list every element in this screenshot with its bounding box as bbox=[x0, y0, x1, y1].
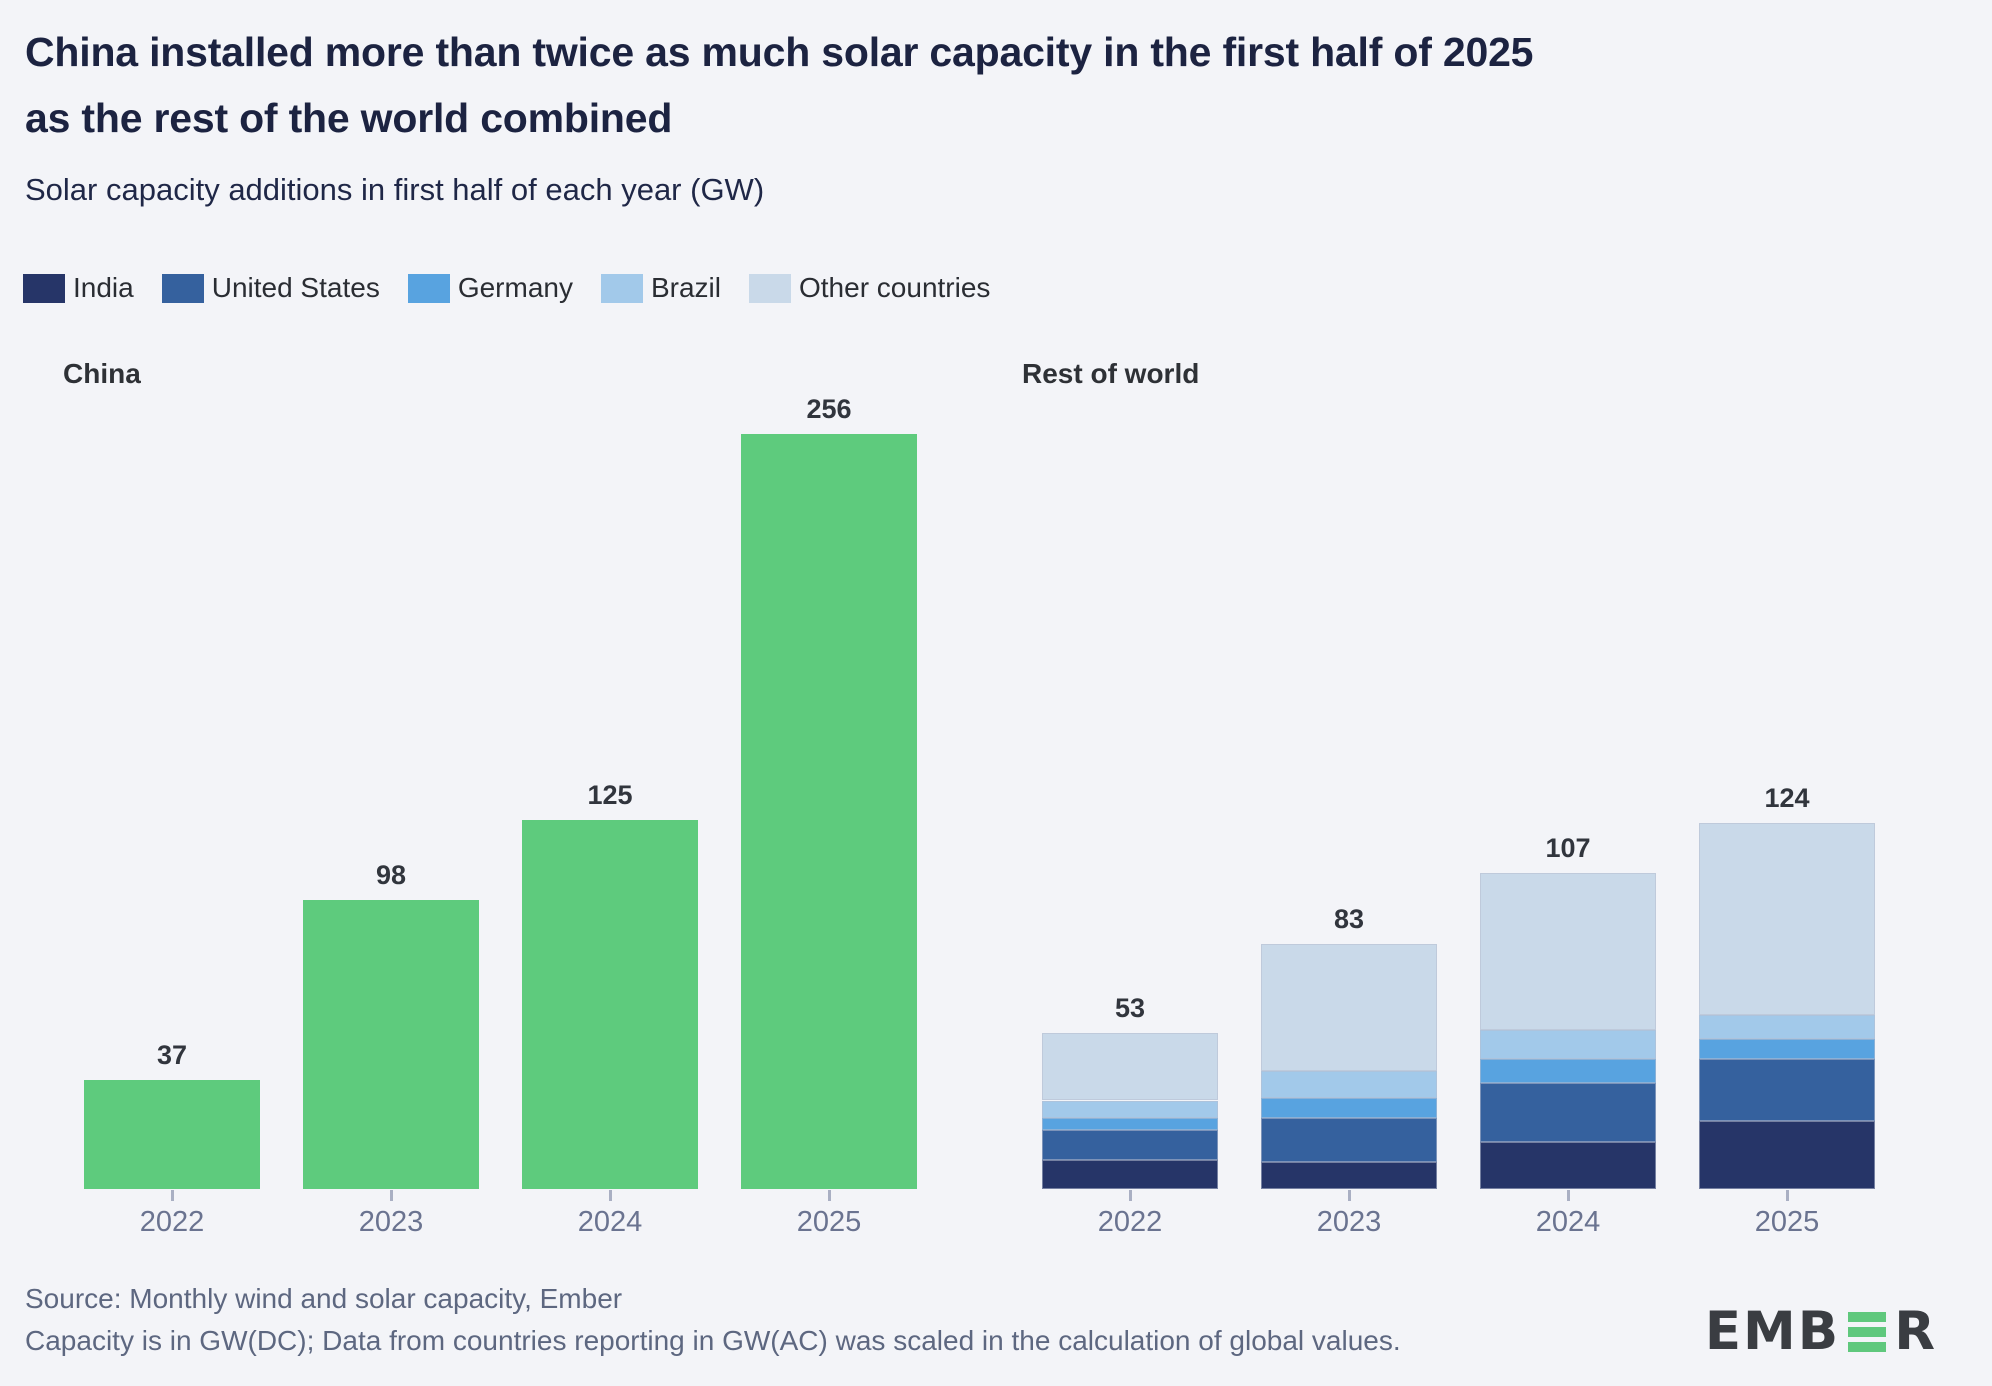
value-label-china-2025: 256 bbox=[806, 393, 852, 424]
bar-segment-india-2025 bbox=[1699, 1121, 1875, 1189]
value-label-rest-of-world-2025: 124 bbox=[1764, 783, 1810, 814]
axis-tick-china-2025 bbox=[827, 1190, 831, 1201]
value-label-china-2023: 98 bbox=[375, 859, 407, 890]
legend-swatch-icon bbox=[161, 273, 204, 303]
bar-segment-other-countries-2024 bbox=[1480, 873, 1656, 1030]
bar-segment-brazil-2025 bbox=[1699, 1014, 1875, 1039]
bar-segment-india-2022 bbox=[1042, 1159, 1218, 1189]
ember-logo: EMB R bbox=[1704, 1301, 1937, 1362]
year-label-china-2022: 2022 bbox=[139, 1206, 205, 1238]
legend-label: Germany bbox=[457, 272, 573, 303]
bar-segment-germany-2023 bbox=[1261, 1097, 1437, 1119]
bar-segment-germany-2025 bbox=[1699, 1038, 1875, 1060]
legend-item-india: India bbox=[23, 272, 134, 304]
bar-segment-brazil-2023 bbox=[1261, 1071, 1437, 1098]
bar-china-2022 bbox=[84, 1079, 260, 1189]
legend-item-united-states: United States bbox=[161, 272, 380, 304]
ember-logo-text-emb: EMB bbox=[1704, 1301, 1841, 1362]
legend-swatch-icon bbox=[600, 273, 643, 303]
chart-subtitle: Solar capacity additions in first half o… bbox=[25, 172, 765, 207]
year-label-rest-of-world-2022: 2022 bbox=[1097, 1206, 1163, 1238]
axis-tick-rest-of-world-2022 bbox=[1128, 1190, 1132, 1201]
source-line-1: Source: Monthly wind and solar capacity,… bbox=[25, 1283, 623, 1314]
bar-segment-united-states-2024 bbox=[1480, 1082, 1656, 1142]
year-label-china-2023: 2023 bbox=[358, 1206, 424, 1238]
source-line-2: Capacity is in GW(DC); Data from countri… bbox=[25, 1325, 1401, 1356]
year-label-china-2024: 2024 bbox=[577, 1206, 643, 1238]
bar-china-2025 bbox=[741, 433, 917, 1189]
bar-segment-india-2023 bbox=[1261, 1162, 1437, 1189]
panel-label-china: China bbox=[63, 358, 141, 389]
axis-tick-china-2023 bbox=[389, 1190, 393, 1201]
bar-segment-other-countries-2023 bbox=[1261, 944, 1437, 1071]
axis-tick-rest-of-world-2024 bbox=[1566, 1190, 1570, 1201]
panel-label-rest-of-world: Rest of world bbox=[1022, 358, 1200, 389]
legend-swatch-icon bbox=[749, 273, 791, 303]
legend-swatch-icon bbox=[23, 273, 65, 303]
legend-label: Other countries bbox=[799, 272, 991, 303]
value-label-rest-of-world-2023: 83 bbox=[1333, 904, 1365, 935]
year-label-rest-of-world-2023: 2023 bbox=[1316, 1206, 1382, 1238]
bar-segment-other-countries-2025 bbox=[1699, 823, 1875, 1015]
axis-tick-china-2022 bbox=[170, 1190, 174, 1201]
axis-tick-rest-of-world-2025 bbox=[1785, 1190, 1789, 1201]
year-label-rest-of-world-2025: 2025 bbox=[1754, 1206, 1820, 1238]
bar-segment-brazil-2022 bbox=[1042, 1100, 1218, 1119]
chart-title: China installed more than twice as much … bbox=[25, 29, 1534, 141]
legend-swatch-icon bbox=[407, 273, 450, 303]
legend: India United States Germany Brazil Other cou… bbox=[23, 272, 990, 304]
legend-label: United States bbox=[211, 272, 380, 303]
bar-segment-united-states-2023 bbox=[1261, 1118, 1437, 1163]
value-label-rest-of-world-2022: 53 bbox=[1114, 992, 1146, 1023]
legend-item-other-countries: Other countries bbox=[749, 272, 990, 304]
legend-label: Brazil bbox=[650, 272, 721, 303]
bar-segment-united-states-2022 bbox=[1042, 1130, 1218, 1160]
bar-segment-germany-2024 bbox=[1480, 1059, 1656, 1083]
value-label-china-2024: 125 bbox=[587, 780, 633, 811]
axis-tick-china-2024 bbox=[608, 1190, 612, 1201]
bar-segment-other-countries-2022 bbox=[1042, 1032, 1218, 1101]
ember-logo-green-e-icon bbox=[1848, 1312, 1887, 1352]
legend-item-brazil: Brazil bbox=[600, 272, 721, 304]
year-label-rest-of-world-2024: 2024 bbox=[1535, 1206, 1601, 1238]
ember-logo-text-r: R bbox=[1894, 1301, 1937, 1362]
axis-tick-rest-of-world-2023 bbox=[1347, 1190, 1351, 1201]
bar-china-2024 bbox=[522, 820, 698, 1189]
value-label-rest-of-world-2024: 107 bbox=[1545, 833, 1591, 864]
bar-segment-brazil-2024 bbox=[1480, 1029, 1656, 1060]
bar-segment-united-states-2025 bbox=[1699, 1059, 1875, 1122]
value-label-china-2022: 37 bbox=[156, 1039, 188, 1070]
legend-item-germany: Germany bbox=[407, 272, 573, 304]
bar-segment-germany-2022 bbox=[1042, 1118, 1218, 1130]
bar-segment-india-2024 bbox=[1480, 1141, 1656, 1189]
bar-china-2023 bbox=[303, 899, 479, 1189]
legend-label: India bbox=[73, 272, 134, 303]
year-label-china-2025: 2025 bbox=[796, 1206, 862, 1238]
